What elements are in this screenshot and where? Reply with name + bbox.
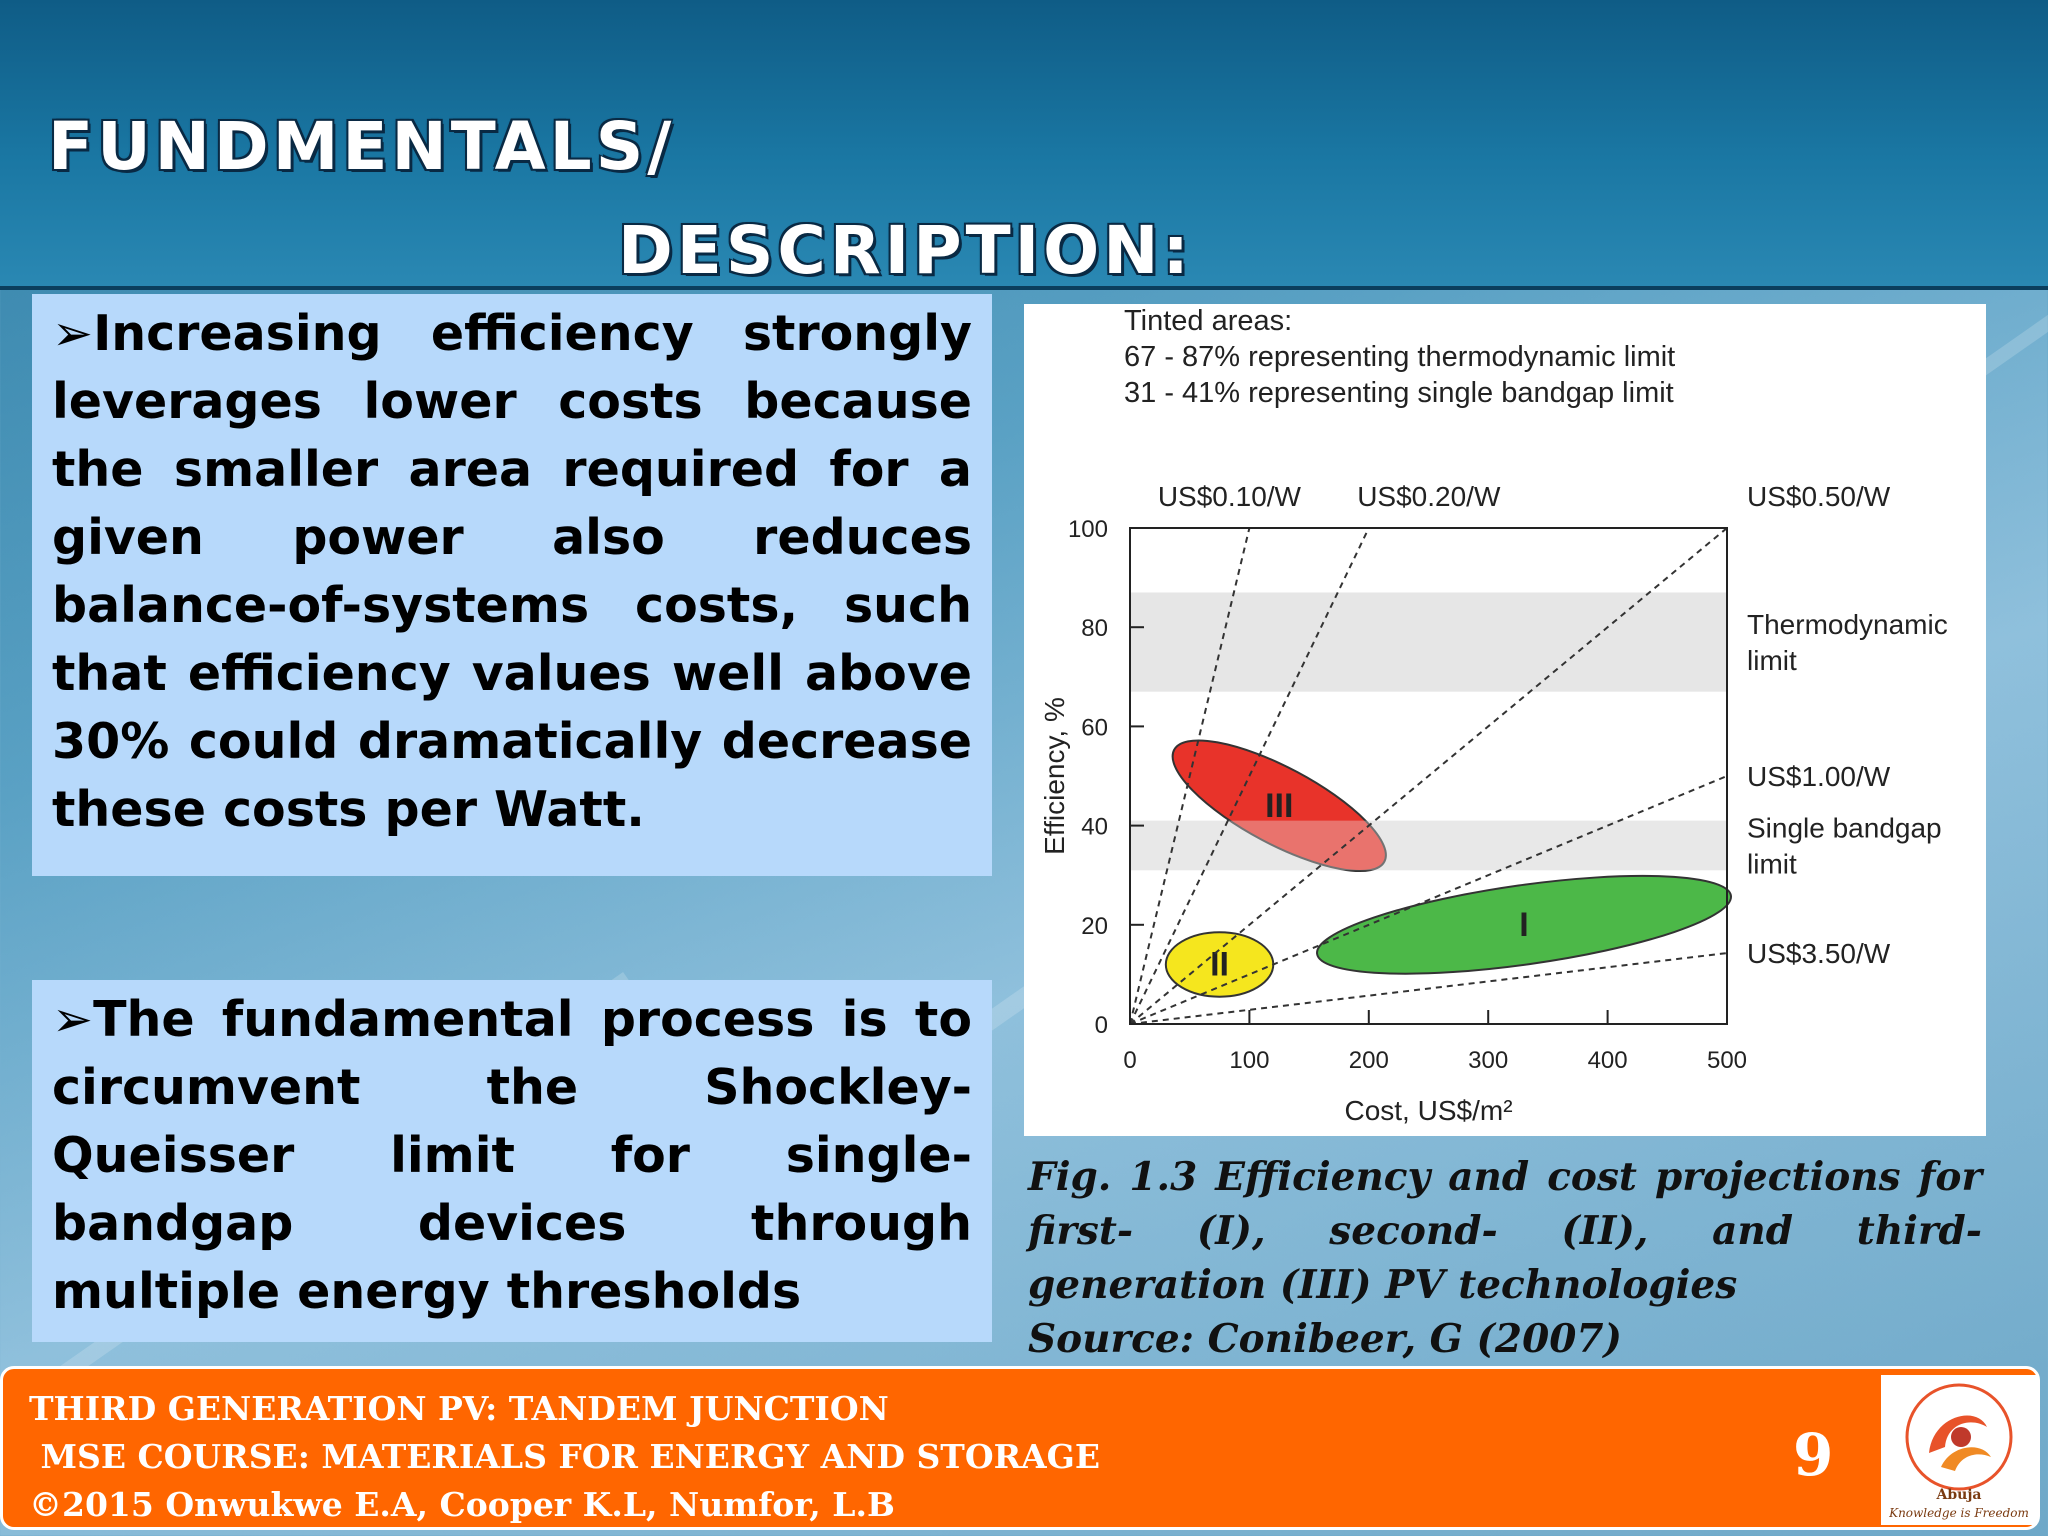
page-number: 9 xyxy=(1793,1421,1834,1489)
chart-cost-label: US$0.20/W xyxy=(1357,481,1501,512)
chart-band-label: Single bandgap xyxy=(1747,812,1942,843)
footer-bar: THIRD GENERATION PV: TANDEM JUNCTION MSE… xyxy=(0,1366,2040,1530)
logo-motto: Knowledge is Freedom xyxy=(1888,1506,2029,1520)
chart-legend-line: 67 - 87% representing thermodynamic limi… xyxy=(1124,341,1675,373)
bullet-1: ➢Increasing efficiency strongly leverage… xyxy=(52,300,972,844)
chart-band xyxy=(1130,820,1727,871)
slide-title-line-2: DESCRIPTION: xyxy=(618,212,1193,289)
chart-x-tick-label: 100 xyxy=(1229,1047,1269,1074)
caption-text: Fig. 1.3 Efficiency and cost projections… xyxy=(1028,1154,1982,1308)
chart-x-tick-label: 0 xyxy=(1123,1047,1136,1074)
chart-region-label: I xyxy=(1519,906,1528,944)
chart-band-label: limit xyxy=(1747,848,1797,879)
footer-line-2: MSE COURSE: MATERIALS FOR ENERGY AND STO… xyxy=(29,1437,1100,1476)
efficiency-cost-chart: Tinted areas: 67 - 87% representing therm… xyxy=(1039,305,1948,1126)
chart-y-tick-label: 40 xyxy=(1081,814,1108,841)
chart-y-tick-label: 80 xyxy=(1081,615,1108,642)
bullet-box-2: ➢The fundamental process is to circumven… xyxy=(32,980,992,1342)
chart-y-tick-label: 0 xyxy=(1095,1012,1108,1039)
chart-cost-label: US$0.50/W xyxy=(1747,481,1891,512)
footer-line-1: THIRD GENERATION PV: TANDEM JUNCTION xyxy=(29,1389,889,1428)
chart-y-axis-label: Efficiency, % xyxy=(1039,697,1070,855)
chart-y-tick-label: 20 xyxy=(1081,913,1108,940)
chart-panel: Tinted areas: 67 - 87% representing therm… xyxy=(1024,304,1986,1136)
chart-band-overlay xyxy=(1130,820,1727,871)
chart-cost-label: US$0.10/W xyxy=(1158,481,1302,512)
chart-legend-line: 31 - 41% representing single bandgap lim… xyxy=(1124,377,1674,409)
chart-region-III xyxy=(1171,739,1387,873)
slide-title-line-1: FUNDMENTALS/ xyxy=(48,108,676,185)
figure-caption: Fig. 1.3 Efficiency and cost projections… xyxy=(1028,1150,1982,1366)
chart-x-tick-label: 300 xyxy=(1468,1047,1508,1074)
logo-name: Abuja xyxy=(1936,1487,1982,1503)
chart-region-label: III xyxy=(1265,787,1293,825)
chart-cost-line xyxy=(1129,775,1728,1025)
chart-plot-frame xyxy=(1129,527,1728,1025)
chart-region-label: II xyxy=(1210,945,1229,983)
chart-legend-line: Tinted areas: xyxy=(1124,305,1292,337)
chart-cost-label: US$3.50/W xyxy=(1747,938,1891,969)
chart-y-tick-label: 60 xyxy=(1081,714,1108,741)
caption-source: Source: Conibeer, G (2007) xyxy=(1028,1316,1622,1362)
chart-x-tick-label: 200 xyxy=(1349,1047,1389,1074)
chart-band-label: limit xyxy=(1747,645,1797,676)
bullet-2-text: The fundamental process is to circumvent… xyxy=(52,991,972,1320)
chart-cost-line xyxy=(1129,527,1728,1025)
university-logo: Abuja Knowledge is Freedom xyxy=(1881,1375,2037,1525)
arrow-bullet-icon: ➢ xyxy=(52,305,94,362)
chart-x-tick-label: 400 xyxy=(1588,1047,1628,1074)
chart-band xyxy=(1130,592,1727,692)
chart-cost-line xyxy=(1129,527,1251,1025)
chart-x-tick-label: 500 xyxy=(1707,1047,1747,1074)
chart-y-tick-label: 100 xyxy=(1068,516,1108,543)
arrow-bullet-icon: ➢ xyxy=(52,991,94,1048)
footer-line-3: ©2015 Onwukwe E.A, Cooper K.L, Numfor, L… xyxy=(29,1485,895,1524)
chart-region-I xyxy=(1316,874,1733,975)
bullet-2: ➢The fundamental process is to circumven… xyxy=(52,986,972,1326)
header-band xyxy=(0,0,2048,290)
chart-cost-line xyxy=(1129,527,1370,1025)
university-logo-icon: Abuja Knowledge is Freedom xyxy=(1888,1383,2029,1520)
bullet-1-text: Increasing efficiency strongly leverages… xyxy=(52,305,972,838)
chart-band-label: Thermodynamic xyxy=(1747,609,1948,640)
bullet-box-1: ➢Increasing efficiency strongly leverage… xyxy=(32,294,992,876)
chart-x-axis-label: Cost, US$/m² xyxy=(1344,1095,1512,1126)
chart-cost-label: US$1.00/W xyxy=(1747,761,1891,792)
chart-cost-line xyxy=(1129,952,1728,1025)
